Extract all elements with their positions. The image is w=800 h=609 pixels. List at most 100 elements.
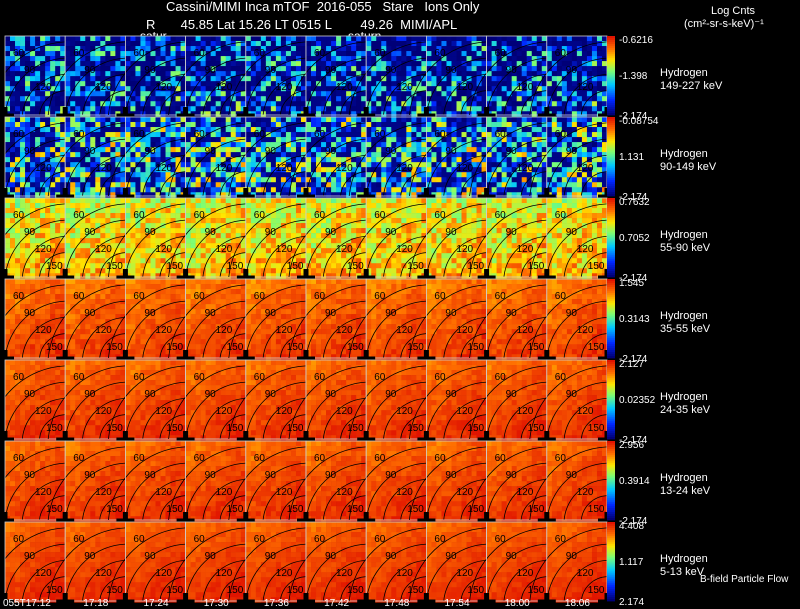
heatmap-cell bbox=[115, 187, 121, 193]
heatmap-cell bbox=[210, 167, 216, 173]
heatmap-cell bbox=[516, 177, 523, 183]
heatmap-cell bbox=[160, 46, 166, 52]
heatmap-cell bbox=[200, 91, 206, 97]
pitch-contour bbox=[426, 138, 487, 197]
heatmap-cell bbox=[145, 96, 151, 102]
crosshair-marker bbox=[484, 107, 490, 125]
heatmap-cell bbox=[556, 137, 563, 143]
heatmap-cell bbox=[280, 46, 287, 52]
colorbar-segment bbox=[607, 77, 615, 80]
heatmap-cell bbox=[426, 182, 432, 188]
heatmap-cell bbox=[260, 51, 267, 57]
heatmap-cell bbox=[280, 147, 287, 153]
heatmap-cell bbox=[250, 268, 257, 274]
heatmap-cell bbox=[220, 86, 227, 92]
heatmap-cell bbox=[125, 86, 131, 92]
heatmap-cell bbox=[421, 71, 427, 77]
heatmap-cell bbox=[436, 86, 442, 92]
heatmap-cell bbox=[150, 36, 156, 42]
heatmap-cell bbox=[406, 36, 412, 42]
heatmap-cell bbox=[486, 177, 492, 183]
heatmap-cell bbox=[371, 172, 377, 178]
heatmap-cell bbox=[346, 71, 352, 77]
pitch-contour bbox=[279, 171, 307, 197]
heatmap-cell bbox=[496, 96, 502, 102]
heatmap-cell bbox=[145, 157, 151, 163]
heatmap-cell bbox=[471, 132, 477, 138]
heatmap-cell bbox=[316, 101, 322, 107]
heatmap-cell bbox=[65, 228, 71, 234]
heatmap-cell bbox=[476, 76, 482, 82]
heatmap-cell bbox=[466, 117, 472, 123]
heatmap-cell bbox=[160, 172, 166, 178]
heatmap-cell bbox=[185, 71, 191, 77]
heatmap-cell bbox=[175, 106, 181, 112]
heatmap-cell bbox=[431, 117, 437, 123]
heatmap-cell bbox=[441, 61, 447, 67]
heatmap-cell bbox=[471, 182, 477, 188]
heatmap-cell bbox=[521, 142, 528, 148]
heatmap-cell bbox=[130, 228, 136, 234]
heatmap-cell bbox=[506, 41, 512, 47]
heatmap-cell bbox=[341, 76, 347, 82]
heatmap-cell bbox=[586, 91, 593, 97]
heatmap-cell bbox=[571, 106, 578, 112]
heatmap-cell bbox=[75, 162, 81, 168]
heatmap-cell bbox=[401, 71, 407, 77]
heatmap-cell bbox=[180, 167, 186, 173]
heatmap-cell bbox=[566, 106, 573, 112]
heatmap-cell bbox=[546, 122, 553, 128]
heatmap-cell bbox=[556, 162, 563, 168]
heatmap-cell bbox=[361, 51, 367, 57]
heatmap-cell bbox=[280, 41, 287, 47]
heatmap-cell bbox=[426, 187, 432, 193]
heatmap-cell bbox=[316, 91, 322, 97]
heatmap-cell bbox=[140, 132, 146, 138]
heatmap-cell bbox=[35, 157, 41, 163]
heatmap-cell bbox=[546, 96, 553, 102]
heatmap-cell bbox=[115, 142, 121, 148]
heatmap-cell bbox=[245, 132, 252, 138]
colorbar-segment bbox=[607, 65, 615, 69]
heatmap-cell bbox=[381, 117, 387, 123]
heatmap-cell bbox=[245, 198, 252, 204]
heatmap-cell bbox=[80, 71, 86, 77]
heatmap-cell bbox=[110, 223, 116, 229]
heatmap-cell bbox=[135, 137, 141, 143]
heatmap-cell bbox=[15, 117, 21, 123]
heatmap-cell bbox=[165, 213, 171, 219]
heatmap-cell bbox=[75, 253, 81, 259]
heatmap-cell bbox=[481, 152, 487, 158]
heatmap-cell bbox=[471, 147, 477, 153]
heatmap-cell bbox=[511, 41, 517, 47]
heatmap-cell bbox=[275, 71, 282, 77]
heatmap-cell bbox=[225, 198, 232, 204]
heatmap-cell bbox=[361, 177, 367, 183]
heatmap-cell bbox=[135, 273, 141, 279]
heatmap-cell bbox=[551, 152, 558, 158]
heatmap-cell bbox=[446, 122, 452, 128]
heatmap-cell bbox=[270, 162, 277, 168]
heatmap-cell bbox=[60, 101, 66, 107]
heatmap-cell bbox=[55, 41, 61, 47]
heatmap-cell bbox=[170, 76, 176, 82]
heatmap-cell bbox=[446, 96, 452, 102]
heatmap-cell bbox=[115, 167, 121, 173]
heatmap-cell bbox=[290, 111, 297, 117]
heatmap-cell bbox=[145, 91, 151, 97]
heatmap-cell bbox=[406, 187, 412, 193]
heatmap-cell bbox=[326, 187, 332, 193]
heatmap-cell bbox=[411, 61, 417, 67]
heatmap-cell bbox=[45, 177, 51, 183]
heatmap-cell bbox=[135, 233, 141, 239]
heatmap-cell bbox=[210, 268, 216, 274]
heatmap-cell bbox=[40, 258, 46, 264]
heatmap-cell bbox=[566, 96, 573, 102]
heatmap-cell bbox=[235, 46, 242, 52]
heatmap-cell bbox=[205, 162, 211, 168]
heatmap-cell bbox=[391, 117, 397, 123]
heatmap-cell bbox=[270, 106, 277, 112]
heatmap-cell bbox=[496, 152, 502, 158]
heatmap-cell bbox=[596, 101, 603, 107]
heatmap-cell bbox=[270, 56, 277, 62]
